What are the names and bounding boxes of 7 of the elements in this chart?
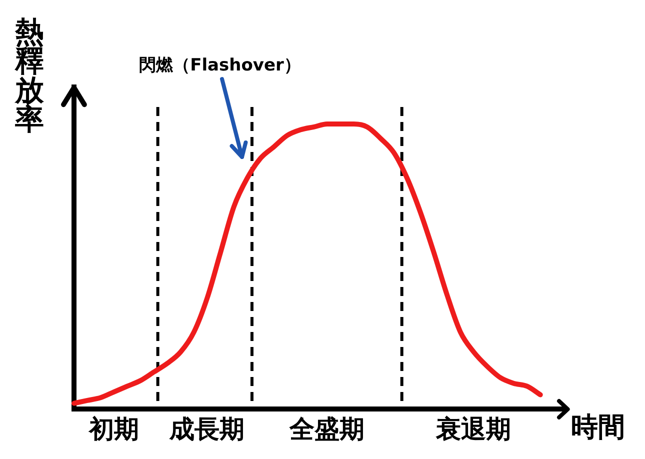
x-tick-label: 初期 xyxy=(88,414,139,444)
text: 閃燃（Flashover） xyxy=(139,55,301,76)
x-tick-label: 衰退期 xyxy=(435,414,512,444)
x-tick-label: 全盛期 xyxy=(288,414,365,444)
y-axis-title: 熱釋放率 xyxy=(15,15,44,136)
x-tick-label: 成長期 xyxy=(168,414,245,444)
x-axis-title: 時間 xyxy=(571,412,625,443)
